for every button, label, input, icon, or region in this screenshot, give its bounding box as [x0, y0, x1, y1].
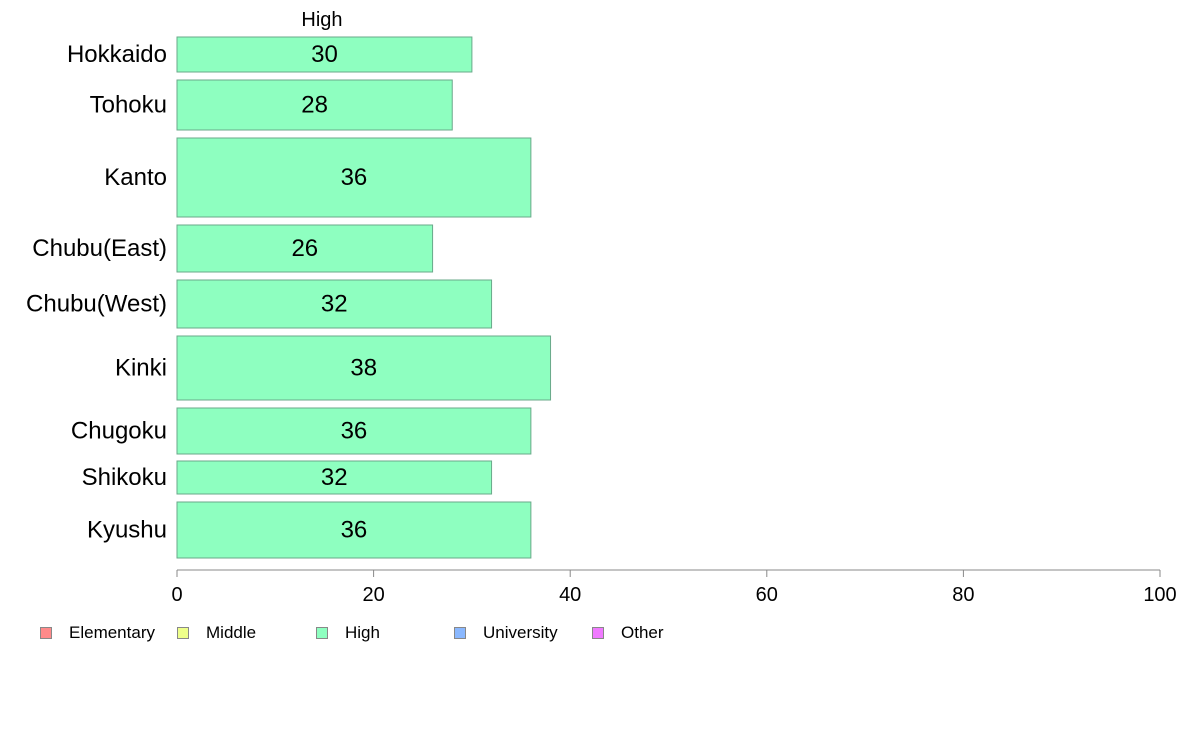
legend-label-university: University	[483, 623, 558, 642]
legend-label-other: Other	[621, 623, 664, 642]
category-label-kinki: Kinki	[115, 355, 167, 382]
x-tick-label-100: 100	[1143, 584, 1176, 606]
legend-item-elementary: Elementary	[40, 623, 155, 643]
data-label-tohoku: 28	[301, 92, 328, 119]
x-tick-label-80: 80	[952, 584, 974, 606]
legend-item-high: High	[316, 623, 380, 643]
x-tick-label-20: 20	[362, 584, 384, 606]
category-label-chubu-west: Chubu(West)	[26, 291, 167, 318]
bar-chubu-east	[176, 224, 434, 273]
category-label-kanto: Kanto	[104, 164, 167, 191]
data-label-chugoku: 36	[341, 418, 368, 445]
legend-swatch-middle	[177, 627, 189, 639]
category-label-chubu-east: Chubu(East)	[32, 235, 167, 262]
bar-chubu-west	[176, 279, 493, 329]
bars-group: Hokkaido 30 Tohoku 28 Kanto 36 Chubu(East) 26 Ch…	[26, 36, 552, 559]
legend-item-university: University	[454, 623, 558, 643]
bar-shikoku	[176, 460, 493, 495]
data-label-kyushu: 36	[341, 517, 368, 544]
bar-chugoku	[176, 407, 532, 455]
legend-label-elementary: Elementary	[69, 623, 155, 642]
legend-item-middle: Middle	[177, 623, 256, 643]
category-label-hokkaido: Hokkaido	[67, 41, 167, 68]
bar-tohoku	[176, 79, 453, 131]
data-label-kinki: 38	[350, 355, 377, 382]
legend-swatch-university	[454, 627, 466, 639]
category-label-kyushu: Kyushu	[87, 517, 167, 544]
category-label-tohoku: Tohoku	[90, 92, 167, 119]
x-axis: 0 20 40 60 80 100	[171, 569, 1177, 606]
legend-label-middle: Middle	[206, 623, 257, 642]
legend-swatch-elementary	[40, 627, 52, 639]
data-label-chubu-east: 26	[291, 235, 318, 262]
x-tick-label-0: 0	[171, 584, 182, 606]
data-label-shikoku: 32	[321, 464, 348, 491]
category-label-shikoku: Shikoku	[82, 464, 167, 491]
legend: Elementary Middle High University Other	[40, 623, 740, 643]
chart-title: High	[301, 9, 342, 31]
bar-kinki	[176, 335, 552, 401]
data-label-kanto: 36	[341, 164, 368, 191]
bar-kyushu	[176, 501, 532, 559]
legend-swatch-high	[316, 627, 328, 639]
legend-item-other: Other	[592, 623, 664, 643]
bar-hokkaido	[176, 36, 473, 73]
data-label-chubu-west: 32	[321, 291, 348, 318]
legend-label-high: High	[345, 623, 380, 642]
category-label-chugoku: Chugoku	[71, 418, 167, 445]
x-tick-label-40: 40	[559, 584, 581, 606]
data-label-hokkaido: 30	[311, 41, 338, 68]
x-tick-label-60: 60	[756, 584, 778, 606]
legend-swatch-other	[592, 627, 604, 639]
bar-kanto	[176, 137, 532, 218]
